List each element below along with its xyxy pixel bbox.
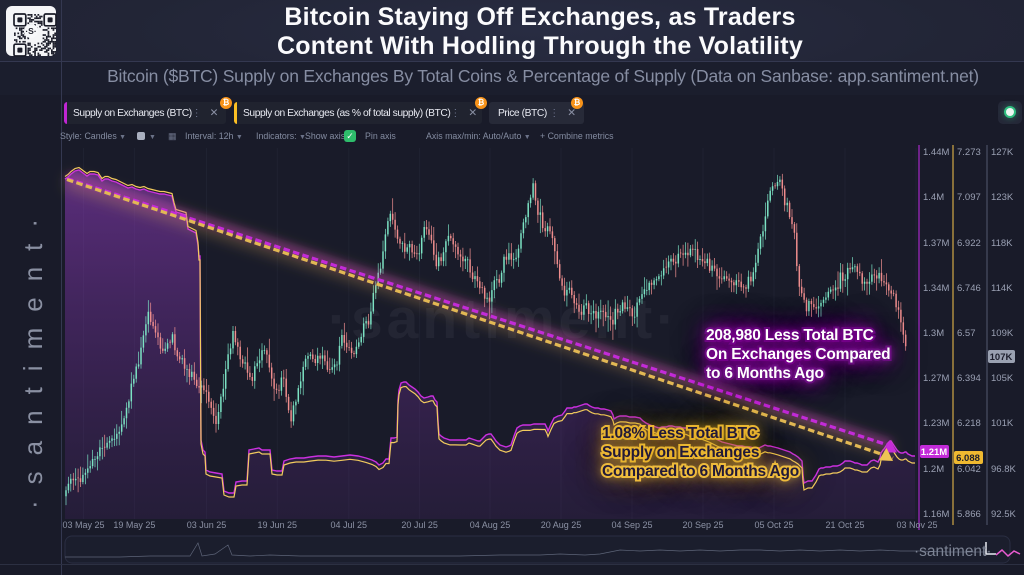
- svg-text:6.57: 6.57: [957, 328, 976, 339]
- svg-text:04 Aug 25: 04 Aug 25: [470, 520, 511, 530]
- svg-text:20 Aug 25: 20 Aug 25: [541, 520, 582, 530]
- svg-text:92.5K: 92.5K: [991, 509, 1016, 520]
- svg-text:19 Jun 25: 19 Jun 25: [258, 520, 298, 530]
- svg-text:03 Nov 25: 03 Nov 25: [896, 520, 937, 530]
- svg-text:118K: 118K: [991, 238, 1013, 249]
- svg-text:6.394: 6.394: [957, 373, 981, 384]
- svg-text:5.866: 5.866: [957, 509, 981, 520]
- svg-text:03 Jun 25: 03 Jun 25: [187, 520, 227, 530]
- svg-text:123K: 123K: [991, 192, 1014, 203]
- svg-text:127K: 127K: [991, 147, 1014, 158]
- svg-text:·S·: ·S·: [25, 26, 36, 36]
- svg-text:105K: 105K: [991, 373, 1014, 384]
- svg-text:6.218: 6.218: [957, 418, 981, 429]
- svg-text:101K: 101K: [991, 418, 1014, 429]
- svg-text:1.21M: 1.21M: [921, 447, 947, 458]
- svg-text:107K: 107K: [990, 352, 1013, 363]
- svg-text:1.16M: 1.16M: [923, 509, 949, 520]
- svg-text:20 Sep 25: 20 Sep 25: [682, 520, 723, 530]
- svg-text:114K: 114K: [991, 283, 1013, 294]
- svg-text:6.922: 6.922: [957, 238, 981, 249]
- svg-text:7.097: 7.097: [957, 192, 981, 203]
- svg-text:04 Sep 25: 04 Sep 25: [611, 520, 652, 530]
- svg-text:1.2M: 1.2M: [923, 464, 944, 475]
- svg-text:1.37M: 1.37M: [923, 238, 949, 249]
- svg-text:21 Oct 25: 21 Oct 25: [825, 520, 864, 530]
- svg-text:20 Jul 25: 20 Jul 25: [401, 520, 438, 530]
- svg-text:04 Jul 25: 04 Jul 25: [331, 520, 368, 530]
- svg-text:6.746: 6.746: [957, 283, 981, 294]
- svg-text:1.4M: 1.4M: [923, 192, 944, 203]
- svg-text:19 May 25: 19 May 25: [113, 520, 155, 530]
- svg-text:6.088: 6.088: [956, 453, 980, 464]
- svg-text:1.27M: 1.27M: [923, 373, 949, 384]
- svg-text:1.23M: 1.23M: [923, 418, 949, 429]
- svg-text:7.273: 7.273: [957, 147, 981, 158]
- svg-text:05 Oct 25: 05 Oct 25: [754, 520, 793, 530]
- svg-text:96.8K: 96.8K: [991, 464, 1016, 475]
- svg-text:6.042: 6.042: [957, 464, 981, 475]
- svg-text:03 May 25: 03 May 25: [62, 520, 104, 530]
- svg-text:1.44M: 1.44M: [923, 147, 949, 158]
- svg-text:1.3M: 1.3M: [923, 328, 944, 339]
- svg-text:1.34M: 1.34M: [923, 283, 949, 294]
- svg-text:109K: 109K: [991, 328, 1014, 339]
